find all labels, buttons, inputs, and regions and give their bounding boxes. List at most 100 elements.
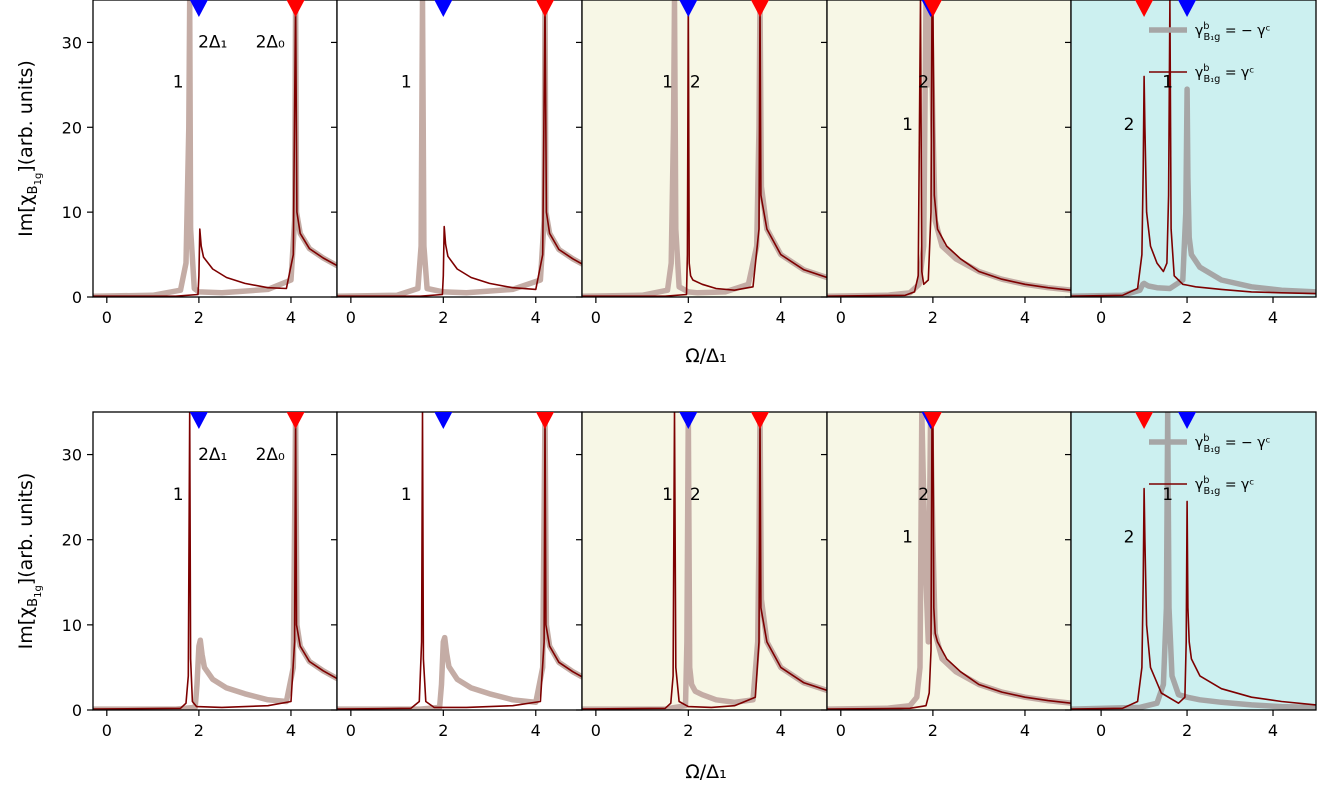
peak-annotation: 1	[173, 73, 184, 93]
panel-4: 0 2 4 1 2	[821, 0, 1072, 327]
red-gap-marker	[286, 412, 305, 429]
panel-4: 0 2 4 1 2	[821, 411, 1072, 740]
x-tick-label: 2	[683, 721, 693, 740]
x-tick-label: 0	[836, 308, 846, 327]
x-tick-label: 0	[346, 721, 356, 740]
series-b-line	[1071, 487, 1316, 710]
x-tick-label: 2	[1182, 308, 1192, 327]
x-tick-label: 0	[1096, 308, 1106, 327]
x-tick-label: 0	[102, 721, 112, 740]
panel-5: 0 2 4 1 2 γb B₁g = − γᶜ γb B₁g = γᶜ	[1065, 0, 1317, 327]
peak-annotation: 2Δ₁	[198, 445, 227, 465]
peak-annotation: 1	[902, 115, 913, 135]
y-axis-label: Im[χB1g](arb. units)	[15, 60, 44, 237]
peak-annotation: 2	[690, 485, 701, 505]
y-tick-label: 30	[62, 446, 82, 465]
peak-annotation: 2Δ₀	[256, 33, 285, 53]
y-axis-label: Im[χB1g](arb. units)	[15, 473, 44, 650]
panel-3: 0 2 41 2	[576, 0, 828, 327]
panel-background	[1071, 0, 1316, 297]
blue-gap-marker	[189, 412, 208, 429]
x-tick-label: 2	[928, 721, 938, 740]
x-tick-label: 4	[1268, 308, 1278, 327]
peak-annotation: 1	[401, 485, 412, 505]
panel-5: 0 2 4 1 2 γb B₁g = − γᶜ γb B₁g = γᶜ	[1065, 411, 1317, 740]
red-gap-marker	[536, 0, 555, 17]
x-tick-label: 0	[102, 308, 112, 327]
legend-label-b: γb B₁g = γᶜ	[1195, 475, 1255, 497]
x-tick-label: 0	[836, 721, 846, 740]
x-tick-label: 4	[286, 308, 296, 327]
x-tick-label: 4	[776, 308, 786, 327]
y-tick-label: 10	[62, 616, 82, 635]
x-tick-label: 2	[1182, 721, 1192, 740]
red-gap-marker	[750, 412, 769, 429]
peak-annotation: 1	[1162, 485, 1173, 505]
y-tick-label: 0	[72, 701, 82, 720]
x-tick-label: 2	[438, 308, 448, 327]
peak-annotation: 2	[690, 73, 701, 93]
x-tick-label: 2	[194, 721, 204, 740]
series-a-line	[1071, 412, 1316, 710]
legend: γb B₁g = − γᶜ γb B₁g = γᶜ	[1149, 21, 1271, 85]
red-gap-marker	[1135, 0, 1154, 17]
red-gap-marker	[750, 0, 769, 17]
peak-annotation: 1	[173, 485, 184, 505]
peak-annotation: 1	[401, 73, 412, 93]
red-gap-marker	[286, 0, 305, 17]
series-b-line	[337, 412, 582, 710]
panel-3: 0 2 41 2	[576, 411, 828, 740]
blue-gap-marker	[679, 0, 698, 17]
panel-1: 0 2 4 1 2Δ₁ 2Δ₀	[92, 0, 338, 327]
y-tick-label: 20	[62, 118, 82, 137]
panel-frame	[1070, 0, 1317, 298]
legend: γb B₁g = − γᶜ γb B₁g = γᶜ	[1149, 433, 1271, 497]
x-tick-label: 4	[1020, 308, 1030, 327]
red-gap-marker	[536, 412, 555, 429]
peak-annotation: 2	[1124, 527, 1135, 547]
x-tick-label: 0	[1096, 721, 1106, 740]
x-tick-label: 4	[776, 721, 786, 740]
legend-label-b: γb B₁g = γᶜ	[1195, 63, 1255, 85]
x-tick-label: 2	[438, 721, 448, 740]
peak-annotation: 2	[1124, 115, 1135, 135]
x-tick-label: 2	[194, 308, 204, 327]
x-axis-label-bottom: Ω/Δ₁	[685, 761, 727, 783]
blue-gap-marker	[1178, 412, 1197, 429]
panel-1: 0 2 4 1 2Δ₁ 2Δ₀	[92, 411, 338, 740]
series-a-line	[1071, 86, 1316, 297]
y-tick-label: 0	[72, 288, 82, 307]
red-gap-marker	[1135, 412, 1154, 429]
peak-annotation: 2	[918, 73, 929, 93]
peak-annotation: 1	[662, 485, 673, 505]
series-b-line	[582, 0, 827, 297]
peak-annotation: 1	[1162, 73, 1173, 93]
y-tick-label: 20	[62, 531, 82, 550]
peak-annotation: 2Δ₁	[198, 33, 227, 53]
series-b-line	[93, 412, 337, 710]
x-tick-label: 0	[346, 308, 356, 327]
panel-2: 0 2 4 1	[331, 411, 583, 740]
panel-2: 0 2 4 1	[331, 0, 583, 327]
peak-annotation: 1	[662, 73, 673, 93]
x-tick-label: 2	[683, 308, 693, 327]
series-b-line	[337, 0, 582, 297]
peak-annotation: 2	[918, 485, 929, 505]
series-b-line	[93, 0, 337, 297]
legend-label-a: γb B₁g = − γᶜ	[1195, 21, 1271, 43]
x-tick-label: 4	[531, 308, 541, 327]
peak-annotation: 1	[902, 527, 913, 547]
x-tick-label: 4	[1020, 721, 1030, 740]
x-tick-label: 0	[591, 721, 601, 740]
x-axis-label-top: Ω/Δ₁	[685, 345, 727, 367]
red-gap-marker	[923, 412, 942, 429]
series-b-line	[582, 412, 827, 710]
y-tick-label: 30	[62, 33, 82, 52]
blue-gap-marker	[434, 0, 453, 17]
series-b-line	[1071, 0, 1316, 297]
y-tick-label: 10	[62, 203, 82, 222]
series-b-line	[827, 412, 1071, 710]
legend-label-a: γb B₁g = − γᶜ	[1195, 433, 1271, 455]
